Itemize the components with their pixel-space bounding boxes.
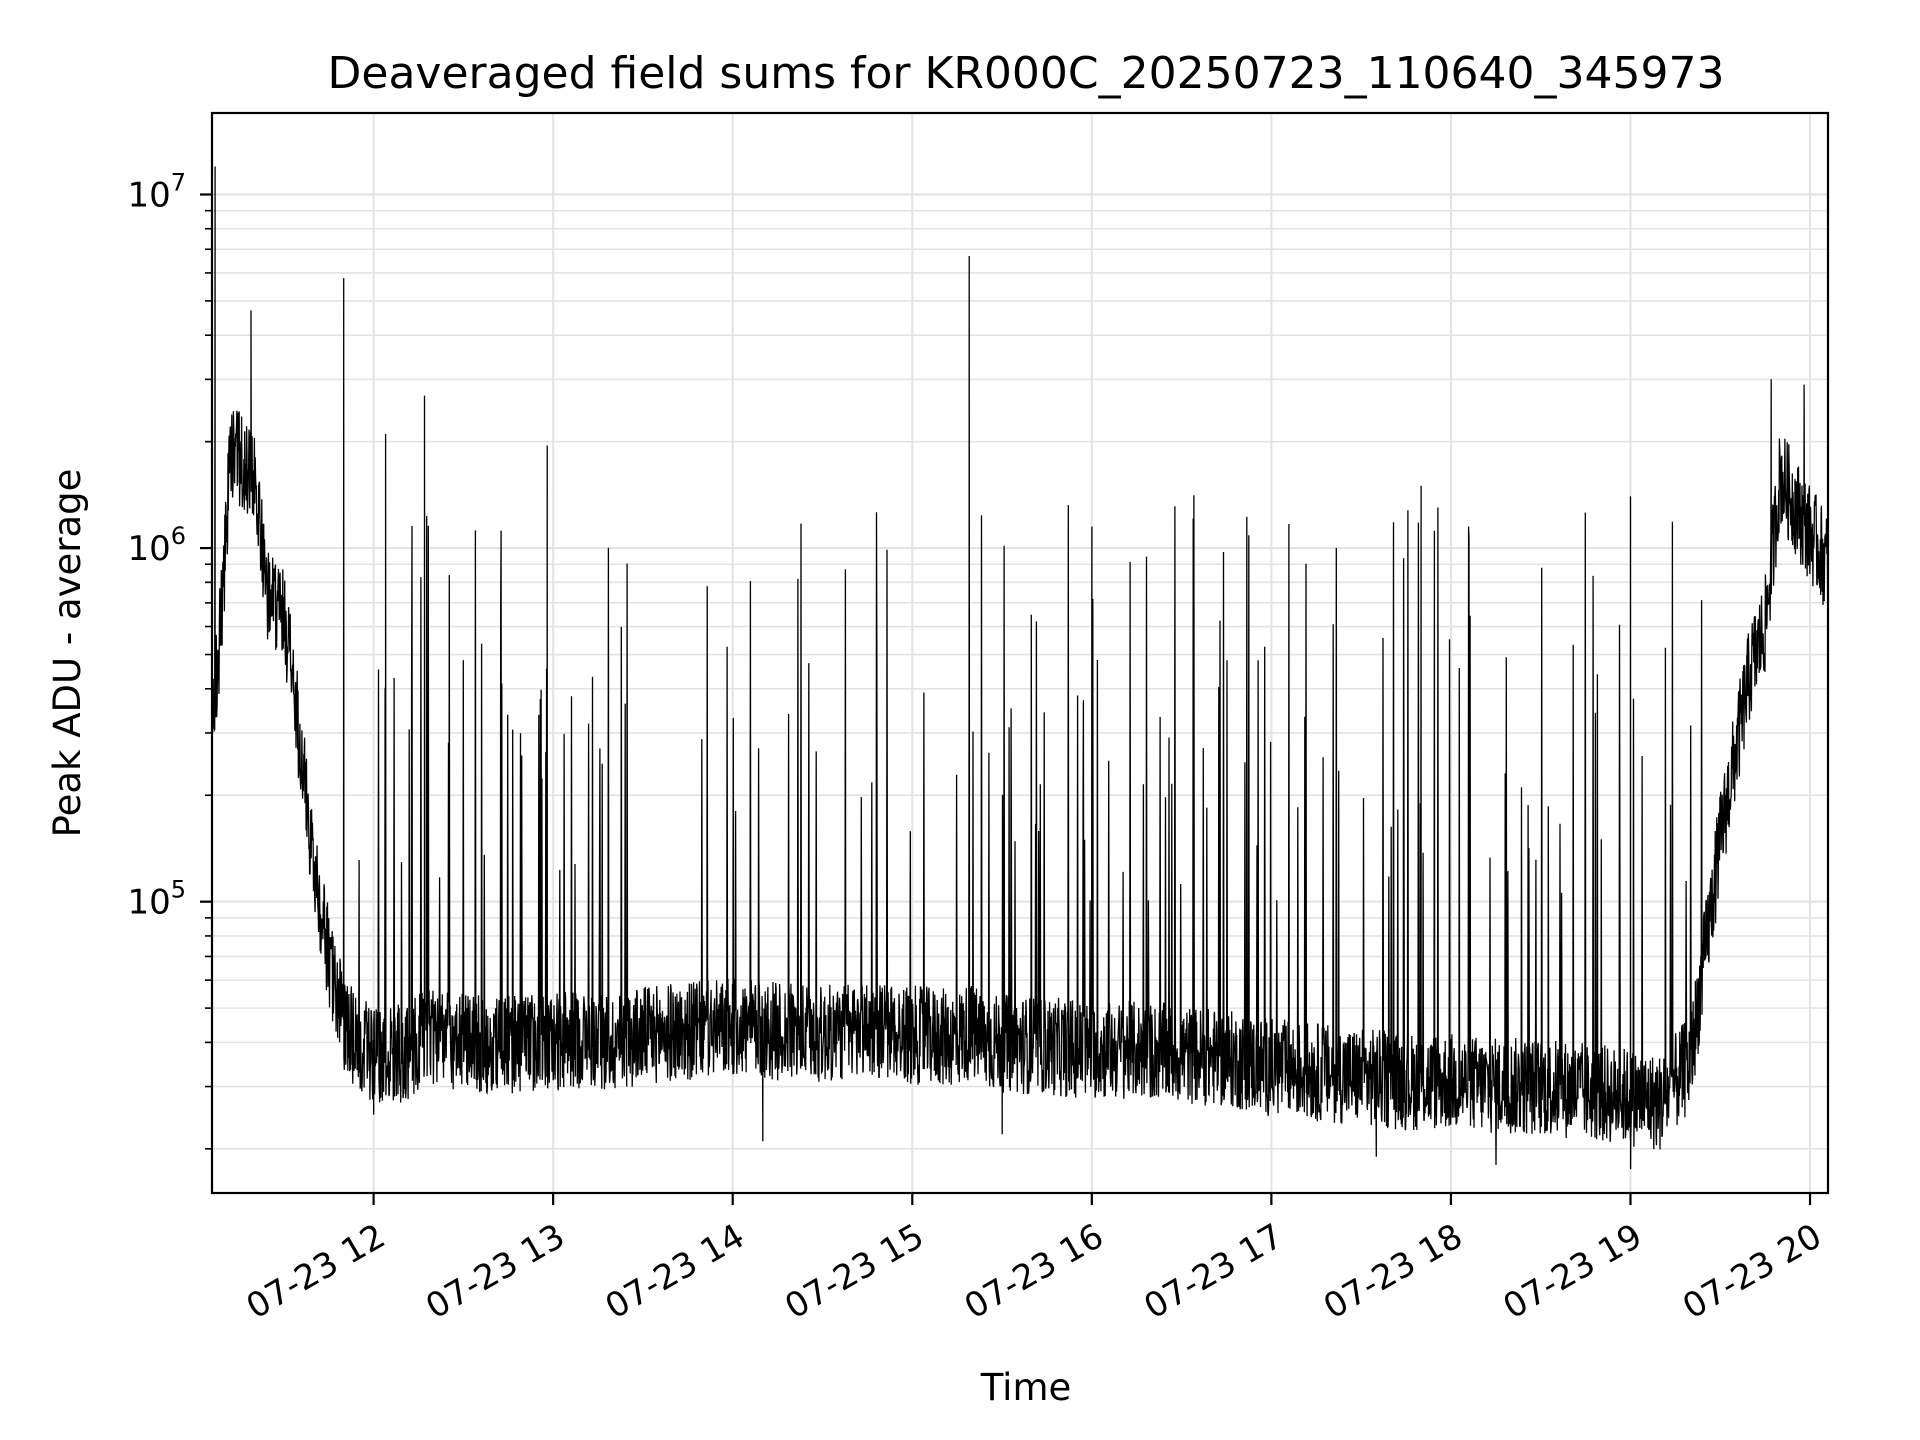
axes-frame [210,111,1830,1195]
chart-title: Deaveraged field sums for KR000C_2025072… [328,48,1725,99]
x-axis-label: Time [980,1366,1072,1409]
axes-border [210,111,1830,1195]
y-tick-label: 105 [127,876,186,923]
plot-area [211,166,1829,1170]
y-tick-label: 106 [127,522,186,569]
y-tick-label: 107 [127,168,186,215]
y-axis-label: Peak ADU - average [46,469,89,838]
data-series-line [211,166,1829,1170]
y-axis-ticks: 105 106 107 [127,168,212,1150]
